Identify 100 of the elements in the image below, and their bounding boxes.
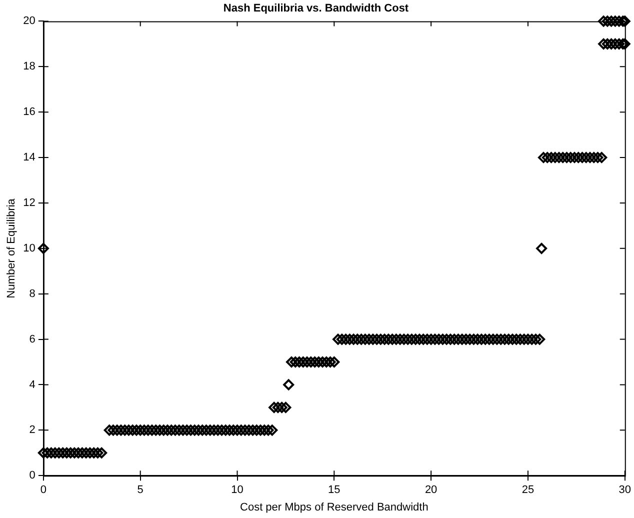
point — [92, 447, 104, 458]
point — [76, 447, 88, 458]
point — [352, 334, 363, 345]
y-tick-label: 12 — [23, 196, 36, 209]
point — [418, 334, 429, 345]
point — [290, 356, 301, 368]
point — [410, 334, 422, 345]
point — [390, 334, 402, 345]
point — [276, 402, 288, 413]
point — [38, 447, 49, 458]
point — [514, 334, 526, 345]
point — [298, 356, 309, 368]
x-axis-title: Cost per Mbps of Reserved Bandwidth — [240, 501, 428, 514]
point — [606, 38, 617, 50]
point — [258, 424, 270, 436]
point — [38, 242, 49, 254]
point — [426, 334, 437, 345]
point — [584, 152, 596, 164]
point — [348, 334, 360, 345]
point — [130, 424, 142, 436]
x-tick-label: 30 — [618, 484, 632, 496]
point — [592, 152, 604, 164]
point — [433, 334, 444, 345]
point — [356, 334, 367, 345]
point — [452, 334, 464, 345]
point — [464, 334, 476, 345]
point — [332, 334, 344, 345]
point — [196, 424, 208, 436]
point — [375, 334, 386, 345]
point — [42, 447, 53, 458]
point — [313, 356, 324, 368]
point — [108, 424, 119, 436]
point — [530, 334, 542, 345]
point — [472, 334, 484, 345]
y-tick-label: 10 — [23, 242, 36, 254]
point — [598, 38, 610, 50]
point — [65, 447, 76, 458]
point — [602, 38, 613, 50]
point — [576, 152, 588, 164]
point — [598, 16, 610, 27]
y-tick-label: 16 — [23, 106, 36, 118]
point — [228, 424, 239, 436]
point — [142, 424, 154, 436]
point — [565, 152, 576, 164]
point — [414, 334, 425, 345]
point — [212, 424, 224, 436]
point — [309, 356, 320, 368]
point — [192, 424, 204, 436]
y-tick-label: 8 — [29, 288, 36, 300]
y-axis-title: Number of Equilibria — [6, 198, 18, 298]
point — [499, 334, 510, 345]
point — [166, 424, 177, 436]
point — [503, 334, 514, 345]
x-tick-label: 15 — [328, 484, 340, 496]
point — [367, 334, 378, 345]
point — [328, 356, 340, 368]
point — [324, 356, 336, 368]
point — [158, 424, 170, 436]
point — [57, 447, 68, 458]
x-tick-label: 5 — [137, 484, 144, 496]
point — [96, 447, 108, 458]
point — [553, 152, 564, 164]
point — [536, 242, 548, 254]
point — [255, 424, 266, 436]
point — [200, 424, 212, 436]
point — [317, 356, 328, 368]
point — [280, 402, 292, 413]
point — [534, 334, 546, 345]
point — [286, 356, 298, 368]
point — [181, 424, 192, 436]
point — [460, 334, 472, 345]
point — [602, 16, 613, 27]
point — [185, 424, 196, 436]
point — [402, 334, 414, 345]
point — [437, 334, 448, 345]
point — [546, 152, 557, 164]
point — [480, 334, 491, 345]
point — [448, 334, 460, 345]
point — [550, 152, 561, 164]
point — [444, 334, 456, 345]
point — [364, 334, 375, 345]
point — [518, 334, 530, 345]
point — [382, 334, 394, 345]
point — [336, 334, 348, 345]
point — [240, 424, 251, 436]
point — [294, 356, 305, 368]
point — [510, 334, 522, 345]
y-tick-label: 20 — [23, 15, 36, 28]
point — [127, 424, 138, 436]
point — [522, 334, 534, 345]
point — [224, 424, 235, 436]
point — [162, 424, 173, 436]
point — [371, 334, 382, 345]
point — [46, 447, 57, 458]
point — [538, 152, 549, 164]
point — [456, 334, 468, 345]
point — [484, 334, 495, 345]
y-tick-label: 4 — [29, 378, 36, 391]
point — [208, 424, 220, 436]
point — [251, 424, 262, 436]
